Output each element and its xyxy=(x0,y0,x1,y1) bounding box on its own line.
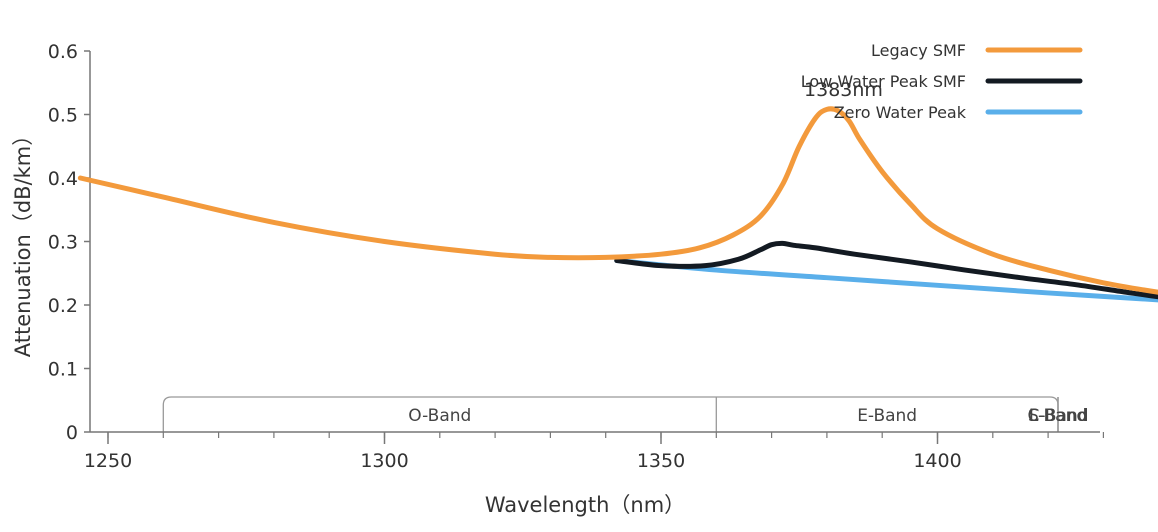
x-tick-label: 1300 xyxy=(360,450,408,472)
band-label: O-Band xyxy=(408,406,471,426)
y-axis-title: Attenuation（dB/km） xyxy=(11,125,35,358)
y-tick-label: 0.5 xyxy=(48,105,78,127)
y-tick-label: 0.1 xyxy=(48,359,78,381)
legend-item-legacy-smf: Legacy SMF xyxy=(871,41,1083,60)
legend-label: Legacy SMF xyxy=(871,41,966,60)
y-tick-label: 0.6 xyxy=(48,41,78,63)
legend-item-zero-water-peak: Zero Water Peak xyxy=(834,103,1083,122)
band-bracket-outline xyxy=(162,396,1059,432)
x-tick-label: 1400 xyxy=(913,450,961,472)
x-tick-label: 1350 xyxy=(637,450,685,472)
x-tick-label: 1250 xyxy=(84,450,132,472)
band-label: L-Band xyxy=(1029,406,1087,426)
zero-water-peak-line xyxy=(614,258,1158,303)
ticks: 00.10.20.30.40.50.6125013001350140014501… xyxy=(48,41,1105,472)
legend-label: Zero Water Peak xyxy=(834,103,967,122)
band-label: E-Band xyxy=(857,406,917,426)
low-water-peak-smf-line xyxy=(614,240,1158,300)
legacy-smf-line xyxy=(77,106,1158,295)
x-axis-title: Wavelength（nm） xyxy=(485,493,685,517)
series-lines xyxy=(77,106,1158,303)
y-tick-label: 0.3 xyxy=(48,232,78,254)
legend-label: Low Water Peak SMF xyxy=(801,72,966,91)
y-tick-label: 0.4 xyxy=(48,168,78,190)
peak-annotation: 1383nm xyxy=(804,79,883,101)
y-tick-label: 0 xyxy=(66,422,78,444)
y-tick-label: 0.2 xyxy=(48,295,78,317)
legend-item-low-water-peak-smf: Low Water Peak SMF xyxy=(801,72,1083,91)
legend: Legacy SMF Low Water Peak SMF Zero Water P… xyxy=(801,41,1083,122)
